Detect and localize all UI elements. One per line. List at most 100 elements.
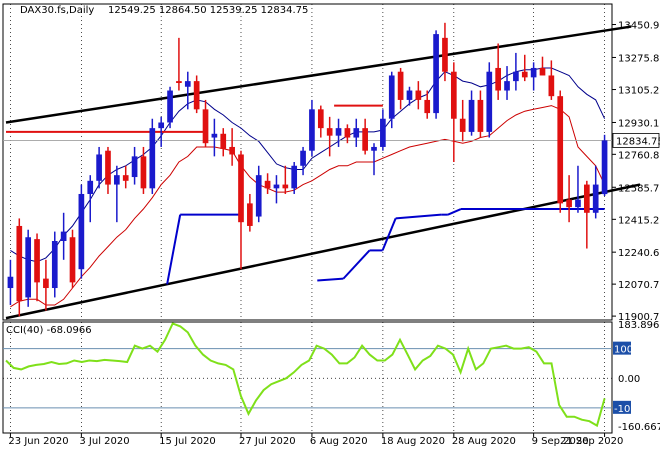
support-segment (342, 249, 371, 280)
x-tick-label: 27 Jul 2020 (239, 436, 296, 447)
trendline (5, 25, 632, 124)
cci-tick-label: 0.00 (618, 374, 640, 385)
candle-body (158, 122, 165, 129)
candle-body (69, 237, 76, 283)
candle-body (51, 241, 58, 289)
candle-body (362, 128, 368, 151)
candle-body (282, 184, 289, 189)
trendline (5, 183, 641, 320)
candle-body (291, 165, 298, 189)
x-tick-label: 21 Sep 2020 (560, 436, 623, 447)
candle-body (495, 67, 501, 91)
support-segment (447, 208, 462, 216)
candle-body (220, 133, 227, 149)
x-tick-label: 6 Aug 2020 (310, 436, 368, 447)
cci-level-label: -100 (614, 404, 637, 415)
candle-body (459, 118, 466, 132)
candle-body (326, 128, 333, 136)
candle-body (43, 278, 49, 289)
candle-body (211, 133, 218, 138)
candle-body (317, 109, 324, 129)
candle-body (539, 67, 546, 76)
y-tick-label: 13105.25 (618, 86, 660, 97)
support-segment (381, 218, 397, 251)
last-price-box (612, 133, 660, 148)
candle-body (167, 90, 173, 123)
candle-body (442, 37, 448, 72)
candle-body (406, 90, 413, 100)
candle-body (477, 99, 484, 132)
cci-panel-frame (2, 321, 613, 434)
support-segment (317, 277, 344, 282)
candle-body (468, 99, 475, 132)
y-tick-label: 12930.15 (618, 118, 660, 129)
symbol-title: DAX30.fs,Daily (20, 5, 94, 16)
candle-body (415, 90, 422, 100)
candle-body (344, 128, 351, 138)
candle-body (238, 154, 244, 223)
overlay-layer (3, 25, 641, 320)
candle-body (353, 128, 360, 138)
candle-body (530, 67, 537, 78)
candle-body (78, 193, 85, 270)
candle-body (601, 140, 608, 195)
candle-body (131, 156, 138, 178)
candle-body (388, 75, 395, 119)
candle-body (87, 180, 94, 194)
cci-tick-label: -160.6677 (618, 422, 660, 433)
candle-body (202, 109, 209, 144)
cci-title: CCI(40) -68.0966 (6, 325, 92, 336)
x-tick-label: 15 Jul 2020 (159, 436, 216, 447)
cci-layer (3, 322, 612, 428)
candle-body (309, 109, 315, 151)
candle-body (548, 75, 555, 97)
candle-body (176, 81, 182, 83)
x-tick-label: 18 Aug 2020 (381, 436, 445, 447)
candle-body (149, 128, 156, 189)
candle-body (264, 180, 271, 189)
candle-body (140, 156, 147, 189)
candle-body (60, 231, 67, 241)
axis-layer: 23 Jun 2020 3 Jul 2020 15 Jul 2020 27 Jul 2… (8, 21, 660, 447)
candle-body (335, 128, 342, 136)
candle-body (34, 239, 40, 283)
candle-body (513, 71, 519, 82)
candle-body (122, 175, 129, 181)
candle-body (450, 71, 457, 119)
candle-body (7, 276, 14, 289)
candle-layer (7, 22, 608, 317)
candle-body (592, 184, 599, 213)
candle-body (114, 175, 120, 185)
support-segment (166, 214, 182, 285)
candle-body (380, 118, 386, 147)
y-tick-label: 12760.80 (618, 150, 660, 161)
candle-body (397, 71, 404, 100)
y-tick-label: 12415.25 (618, 215, 660, 226)
candle-body (575, 199, 581, 208)
cci-level-label: 100 (614, 345, 633, 356)
candle-body (25, 237, 32, 298)
x-tick-label: 3 Jul 2020 (79, 436, 129, 447)
candle-body (229, 146, 235, 155)
cci-level-box (613, 341, 631, 355)
candle-body (504, 81, 510, 91)
candle-body (300, 150, 306, 166)
candle-body (424, 99, 431, 114)
y-tick-label: 13275.80 (618, 53, 660, 64)
candle-body (193, 81, 200, 110)
grid-layer (2, 3, 613, 434)
candle-body (105, 150, 111, 185)
candle-body (273, 184, 280, 189)
cci-line (5, 322, 606, 428)
support-segment (395, 213, 442, 220)
candle-body (566, 199, 572, 208)
x-tick-label: 23 Jun 2020 (8, 436, 68, 447)
candle-body (16, 225, 23, 302)
candle-body (247, 203, 253, 226)
candle-body (255, 175, 262, 217)
candle-body (433, 34, 439, 114)
candle-body (521, 71, 528, 78)
y-tick-label: 11900.70 (618, 312, 660, 323)
x-tick-label: 9 Sep 2020 (532, 436, 589, 447)
